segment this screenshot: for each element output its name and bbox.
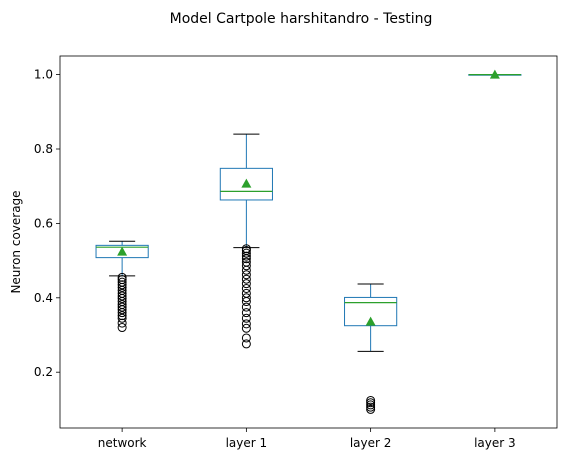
outlier-point [241, 293, 251, 303]
outlier-point [366, 400, 376, 410]
plot-area-frame [59, 55, 558, 429]
box-group-layer-1 [219, 133, 273, 349]
mean-marker [241, 178, 252, 188]
outlier-point [241, 319, 251, 329]
outlier-point [117, 280, 127, 290]
outlier-point [241, 251, 251, 261]
outlier-point [117, 291, 127, 301]
y-tick-label: 0.2 [34, 365, 53, 379]
y-tick-label: 0.6 [34, 216, 53, 230]
outlier-point [241, 248, 251, 258]
outlier-point [241, 270, 251, 280]
outlier-point [241, 274, 251, 284]
box-group-network [95, 240, 149, 333]
outlier-point [241, 339, 251, 349]
outlier-point [366, 404, 376, 414]
mean-marker [117, 246, 128, 256]
outlier-point [117, 277, 127, 287]
iqr-box [95, 244, 149, 259]
outlier-point [117, 288, 127, 298]
outlier-point [366, 398, 376, 408]
x-tick-label: layer 1 [226, 436, 268, 450]
outlier-point [241, 313, 251, 323]
outlier-point [117, 299, 127, 309]
outlier-point [117, 318, 127, 328]
iqr-box [219, 167, 273, 201]
outlier-point [241, 279, 251, 289]
iqr-box [344, 296, 398, 327]
outlier-point [117, 275, 127, 285]
outlier-point [241, 288, 251, 298]
boxes-layer [95, 69, 522, 414]
y-tick-label: 1.0 [34, 68, 53, 82]
mean-marker [365, 316, 376, 326]
y-tick-label: 0.8 [34, 142, 53, 156]
y-tick-label: 0.4 [34, 291, 53, 305]
chart-title: Model Cartpole harshitandro - Testing [170, 11, 433, 27]
outlier-point [366, 402, 376, 412]
y-axis: 0.2 0.4 0.6 0.8 1.0 [34, 68, 60, 379]
outlier-point [241, 244, 251, 254]
outlier-point [117, 313, 127, 323]
outlier-point [366, 395, 376, 405]
x-tick-label: layer 3 [474, 436, 516, 450]
box-group-layer-3 [468, 69, 522, 79]
mean-marker [489, 69, 500, 79]
outlier-point [241, 333, 251, 343]
x-tick-label: network [98, 436, 147, 450]
outlier-point [241, 261, 251, 271]
outlier-point [241, 302, 251, 312]
outlier-point [241, 257, 251, 267]
outlier-point [117, 302, 127, 312]
y-axis-label: Neuron coverage [9, 190, 23, 293]
outlier-point [117, 311, 127, 321]
outlier-point [241, 284, 251, 293]
outlier-point [117, 323, 127, 333]
outlier-point [241, 308, 251, 318]
outlier-point [241, 323, 251, 333]
x-tick-label: layer 2 [350, 436, 392, 450]
box-group-layer-2 [344, 283, 398, 414]
outlier-point [117, 272, 127, 282]
x-axis: network layer 1 layer 2 layer 3 [98, 428, 516, 450]
